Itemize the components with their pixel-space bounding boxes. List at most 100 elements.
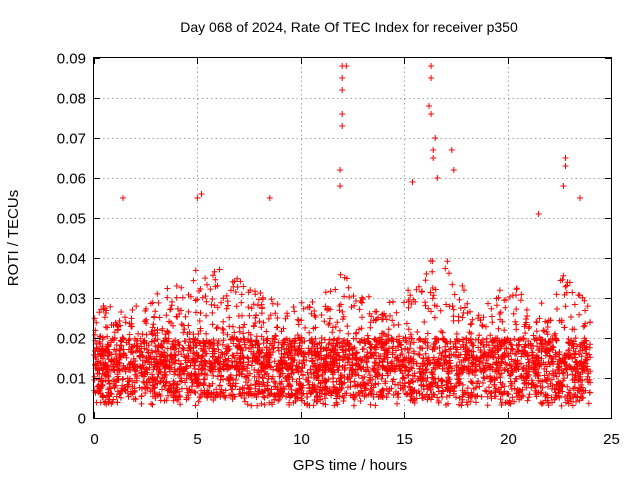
roti-point	[447, 380, 454, 387]
roti-point	[488, 395, 495, 402]
roti-point	[339, 393, 346, 399]
roti-point	[315, 377, 322, 384]
roti-point	[513, 306, 520, 313]
roti-point	[136, 353, 143, 360]
roti-point	[282, 336, 289, 343]
roti-point	[195, 366, 202, 373]
roti-point	[393, 347, 399, 354]
roti-point	[241, 385, 248, 392]
roti-point	[331, 402, 338, 409]
roti-point	[423, 378, 430, 385]
roti-point	[99, 343, 106, 350]
roti-point	[407, 397, 414, 403]
roti-point	[545, 399, 552, 406]
roti-point	[448, 147, 455, 153]
roti-point	[211, 268, 218, 275]
roti-point	[187, 345, 194, 352]
roti-point	[311, 385, 317, 392]
roti-point	[392, 365, 399, 372]
roti-point	[396, 333, 402, 340]
roti-point	[91, 331, 98, 338]
roti-point	[280, 341, 287, 348]
roti-point	[334, 401, 341, 408]
roti-point	[503, 361, 510, 368]
roti-point	[108, 385, 114, 392]
roti-point	[301, 353, 307, 360]
roti-point	[309, 299, 316, 305]
roti-point	[148, 359, 155, 366]
roti-point	[162, 331, 169, 338]
roti-point	[352, 382, 359, 389]
roti-point	[456, 367, 463, 374]
roti-point	[145, 376, 152, 382]
roti-point	[341, 336, 348, 343]
roti-point	[318, 312, 325, 318]
roti-point	[280, 354, 287, 361]
roti-point	[424, 374, 431, 381]
roti-point	[438, 328, 445, 335]
roti-point	[213, 325, 220, 332]
roti-point	[146, 364, 153, 371]
roti-point	[102, 324, 109, 330]
roti-point	[523, 306, 530, 313]
roti-point	[511, 398, 518, 405]
roti-point	[176, 392, 183, 399]
roti-point	[245, 289, 252, 296]
roti-point	[247, 370, 253, 377]
roti-point	[306, 304, 313, 310]
roti-point	[183, 394, 190, 401]
roti-point	[398, 346, 405, 353]
roti-point	[562, 303, 569, 310]
roti-point	[468, 320, 475, 327]
roti-point	[498, 370, 505, 377]
roti-point	[248, 348, 254, 355]
roti-point	[261, 383, 268, 390]
roti-point	[406, 358, 413, 365]
roti-point	[554, 306, 560, 312]
roti-point	[568, 314, 574, 320]
roti-point	[178, 307, 184, 314]
roti-point	[182, 363, 189, 370]
roti-point	[233, 372, 240, 379]
roti-point	[450, 306, 457, 313]
roti-point	[285, 354, 292, 361]
roti-point	[239, 353, 246, 360]
roti-point	[543, 378, 550, 385]
roti-point	[171, 366, 178, 373]
roti-point	[245, 304, 252, 311]
roti-point	[419, 363, 426, 370]
roti-point	[406, 335, 413, 342]
roti-point	[156, 368, 163, 375]
roti-point	[364, 380, 371, 387]
roti-point	[163, 378, 170, 385]
roti-point	[138, 349, 145, 356]
roti-point	[383, 385, 390, 392]
roti-point	[191, 365, 198, 372]
roti-point	[196, 318, 203, 324]
roti-point	[219, 341, 226, 348]
roti-point	[105, 399, 112, 406]
roti-point	[467, 336, 474, 343]
roti-point	[93, 344, 100, 351]
roti-point	[294, 316, 301, 323]
roti-point	[272, 333, 279, 340]
roti-point	[496, 339, 503, 346]
roti-point	[416, 335, 423, 342]
roti-point	[122, 319, 129, 326]
roti-point	[232, 383, 239, 390]
roti-point	[358, 325, 365, 332]
roti-point	[347, 383, 354, 390]
roti-point	[207, 286, 214, 293]
roti-point	[133, 373, 140, 380]
roti-point	[547, 317, 554, 324]
roti-point	[173, 283, 180, 289]
roti-point	[206, 383, 213, 390]
roti-point	[100, 361, 107, 368]
roti-point	[203, 391, 210, 398]
roti-point	[129, 307, 136, 313]
roti-point	[230, 340, 237, 347]
roti-point	[518, 291, 525, 298]
roti-point	[424, 330, 431, 337]
roti-point	[294, 347, 301, 354]
roti-point	[149, 401, 156, 408]
